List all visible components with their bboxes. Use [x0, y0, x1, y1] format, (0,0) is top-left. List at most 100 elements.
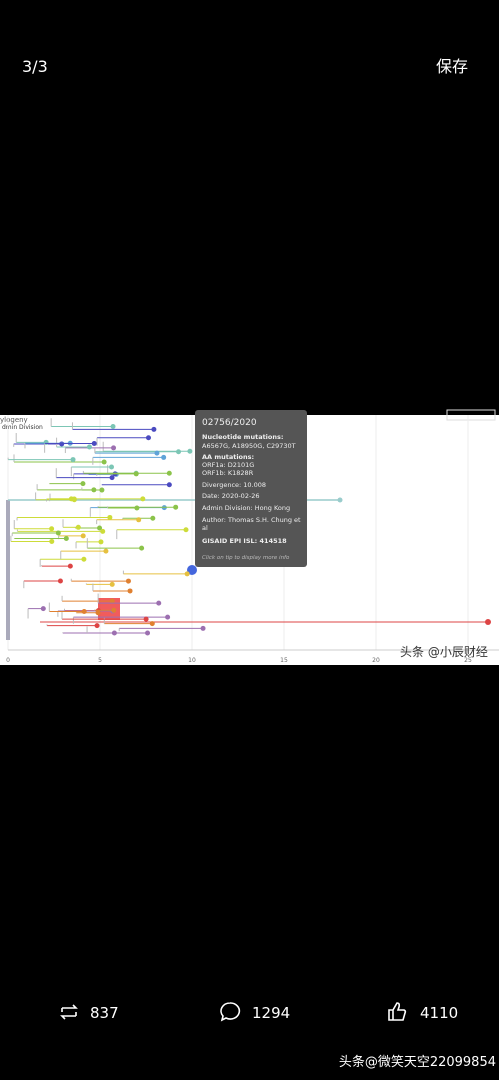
tt-value: Date: 2020-02-26 — [202, 492, 260, 500]
tooltip — [195, 410, 307, 567]
tip — [81, 556, 87, 562]
tt-value: A6567G, A18950G, C29730T — [202, 442, 296, 450]
selected-tip[interactable] — [187, 565, 197, 575]
tip — [134, 505, 140, 511]
tip — [136, 517, 142, 523]
tip — [109, 475, 115, 481]
tip — [337, 497, 343, 503]
tip — [94, 623, 100, 629]
tip — [133, 471, 139, 477]
tip — [166, 470, 172, 476]
repost-count: 837 — [90, 1004, 119, 1022]
tt-hint: Click on tip to display more info — [202, 555, 290, 561]
tt-label: AA mutations: — [202, 453, 254, 461]
tip — [80, 533, 86, 539]
color-by: dmin Division — [2, 424, 43, 431]
tt-value: ORF1a: D2101G — [202, 461, 254, 469]
tip — [485, 619, 491, 625]
tip — [86, 444, 92, 450]
tip — [103, 548, 109, 554]
x-tick-label: 10 — [188, 657, 196, 664]
tip — [101, 459, 107, 465]
tt-value: al — [202, 524, 208, 532]
x-tick-label: 25 — [464, 657, 472, 664]
tip — [97, 525, 103, 531]
tip — [176, 449, 182, 455]
tip — [109, 581, 115, 587]
tt-value: Divergence: 10.008 — [202, 481, 266, 489]
tip — [187, 448, 193, 454]
tt-value: Author: Thomas S.H. Chung et — [202, 516, 301, 524]
tip — [49, 526, 55, 532]
tip — [63, 535, 69, 541]
tip — [99, 487, 105, 493]
tip — [143, 616, 149, 622]
tt-value: Admin Division: Hong Kong — [202, 504, 290, 512]
tip — [98, 539, 104, 545]
tip — [109, 464, 115, 470]
tip — [81, 609, 87, 615]
tip — [151, 426, 157, 432]
x-tick-label: 5 — [98, 657, 102, 664]
tip — [40, 606, 46, 612]
tip — [154, 450, 160, 456]
tip — [139, 545, 145, 551]
comment-icon[interactable] — [220, 1002, 241, 1022]
like-icon[interactable] — [388, 1002, 407, 1021]
tip — [111, 607, 117, 613]
page-counter: 3/3 — [22, 57, 48, 76]
phylogeny-image: ylogeny dmin Division 02756/2020 Nucleot… — [0, 409, 499, 665]
tt-strain: 02756/2020 — [202, 418, 257, 428]
panel-title: ylogeny — [0, 416, 28, 424]
tip — [57, 578, 63, 584]
repost-icon[interactable] — [60, 1004, 78, 1020]
tip — [127, 588, 133, 594]
tip — [75, 524, 81, 530]
image-watermark: 头条 @小辰财经 — [400, 645, 488, 659]
tip — [110, 423, 116, 429]
comment-count: 1294 — [252, 1004, 290, 1022]
footer-watermark: 头条@微笑天空22099854 — [339, 1054, 496, 1070]
tip — [161, 454, 167, 460]
tip — [156, 600, 162, 606]
tip — [125, 578, 131, 584]
like-count: 4110 — [420, 1004, 458, 1022]
tip — [145, 435, 151, 441]
x-tick-label: 20 — [372, 657, 380, 664]
tip — [55, 530, 61, 536]
tip — [200, 625, 206, 631]
x-tick-label: 15 — [280, 657, 288, 664]
tooltip-text: 02756/2020 Nucleotide mutations: A6567G,… — [202, 418, 301, 561]
button — [446, 409, 496, 421]
tip — [111, 630, 117, 636]
tip — [91, 441, 97, 447]
tip — [100, 528, 106, 534]
tip — [107, 514, 113, 520]
save-button[interactable]: 保存 — [436, 57, 468, 76]
tip — [149, 621, 155, 627]
tt-value: ORF1b: K1828R — [202, 469, 254, 477]
tip — [166, 482, 172, 488]
tt-value: GISAID EPI ISL: 414518 — [202, 537, 287, 545]
tip — [67, 563, 73, 569]
tip — [109, 598, 115, 604]
tip — [150, 515, 156, 521]
tip — [111, 445, 117, 451]
tip — [184, 571, 190, 577]
icons — [60, 1002, 407, 1022]
axis: 0 5 10 15 20 25 — [6, 649, 499, 664]
tip — [173, 504, 179, 510]
tip — [70, 457, 76, 463]
tt-label: Nucleotide mutations: — [202, 433, 283, 441]
tip — [49, 538, 55, 544]
tip — [183, 527, 189, 533]
tip — [145, 630, 151, 636]
x-tick-label: 0 — [6, 657, 10, 664]
tip — [95, 610, 101, 616]
tip — [80, 481, 86, 487]
tip — [165, 614, 171, 620]
tip — [140, 496, 146, 502]
